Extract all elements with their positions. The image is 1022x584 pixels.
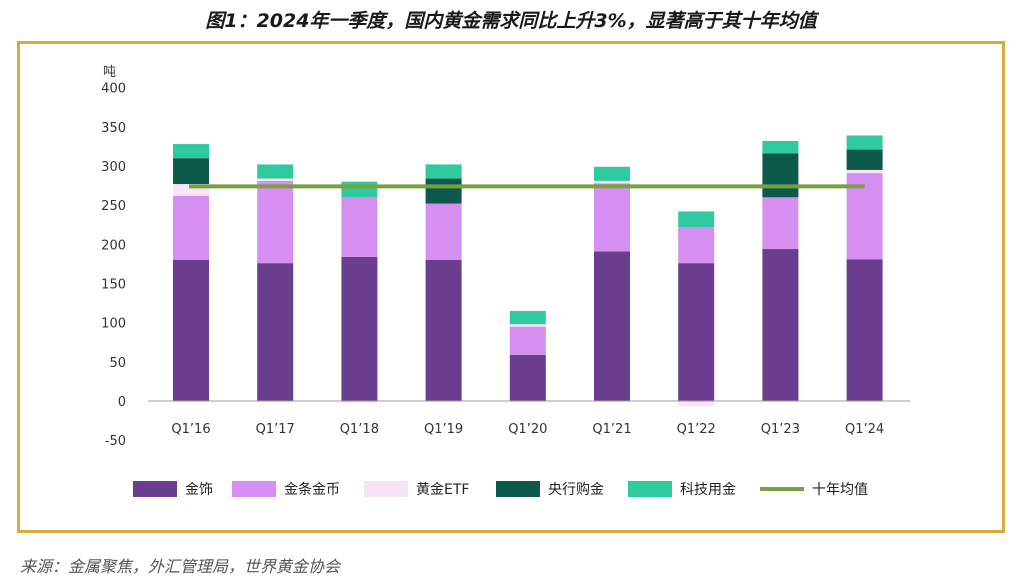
legend-label: 金条金币 [284,481,340,498]
x-tick-label: Q1’19 [424,422,463,437]
bar-segment [173,144,209,159]
bar-segment [678,401,715,407]
bar-segment [257,180,294,264]
legend-swatch [496,481,540,497]
bar-segment [846,259,883,401]
x-tick-label: Q1’22 [677,422,716,437]
y-tick-label: 400 [101,82,126,97]
y-unit-label: 吨 [103,65,116,80]
bar-segment [257,178,294,181]
bar-segment [762,153,799,198]
bar-segment [594,166,630,181]
x-tick-label: Q1’16 [171,422,210,437]
bar-segment [762,197,799,250]
legend-label: 十年均值 [812,482,868,498]
bar-segment [173,158,209,185]
bar-segment [425,164,462,179]
bar-segment [425,260,462,401]
bar-segment [594,180,630,184]
y-tick-label: -50 [105,434,126,449]
bar-segment [173,195,209,261]
x-tick-label: Q1’20 [508,422,547,437]
y-tick-label: 0 [118,395,126,410]
bar-segment [846,169,883,174]
bar-segment [341,181,378,198]
bar-segment [341,401,378,403]
bar-segment [846,135,883,150]
bar-segment [594,183,630,252]
legend-label: 金饰 [185,482,213,498]
x-tick-label: Q1’18 [340,422,379,437]
bar-segment [678,227,715,264]
bar-segment [341,256,378,401]
legend-label: 央行购金 [548,482,604,498]
bar-segment [173,260,209,401]
y-tick-label: 200 [101,238,126,253]
legend-label: 科技用金 [680,482,736,498]
bar-segment [425,178,462,204]
bar-segment [762,140,799,154]
bar-segment [594,251,630,401]
x-tick-label: Q1’23 [761,422,800,437]
x-tick-label: Q1’17 [256,422,295,437]
bar-segment [257,164,294,179]
bar-segment [173,184,209,196]
figure-title: 图1：2024年一季度，国内黄金需求同比上升3%，显著高于其十年均值 [205,10,817,32]
bar-segment [425,203,462,261]
bar-segment [509,354,546,401]
bar-segment [762,249,799,401]
bar-segment [257,263,294,401]
legend-swatch [628,481,672,497]
bar-segment [509,326,546,355]
legend-swatch [232,481,276,497]
y-tick-label: 150 [101,278,126,293]
x-tick-label: Q1’24 [845,422,884,437]
bar-segment [678,211,715,228]
y-tick-label: 250 [101,199,126,214]
y-tick-label: 100 [101,317,126,332]
bar-segment [341,197,378,257]
y-tick-label: 50 [109,356,126,371]
source-note: 来源：金属聚焦，外汇管理局，世界黄金协会 [20,557,341,576]
bar-segment [509,310,546,325]
legend-swatch [364,481,408,497]
bar-segment [678,263,715,401]
x-tick-label: Q1’21 [592,422,631,437]
bar-segment [846,149,883,170]
legend-label: 黄金ETF [416,481,469,498]
y-tick-label: 300 [101,160,126,175]
legend-swatch [133,481,177,497]
bar-segment [509,324,546,327]
y-tick-label: 350 [101,121,126,136]
